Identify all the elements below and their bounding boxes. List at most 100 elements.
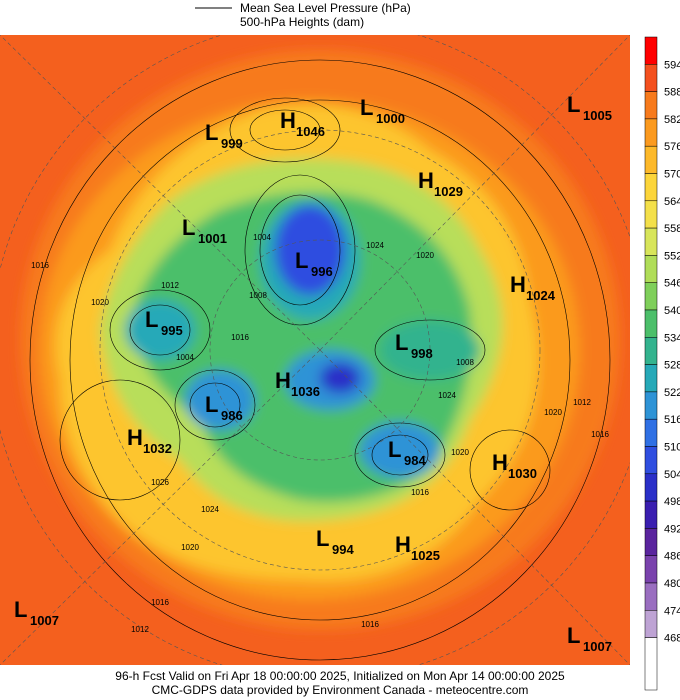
colorbar-label: 576 <box>664 141 680 153</box>
colorbar-box <box>644 282 658 311</box>
center-value: 995 <box>161 323 183 338</box>
isobar-label: 1016 <box>591 430 609 439</box>
center-letter: L <box>388 437 401 462</box>
isobar-label: 1020 <box>451 448 469 457</box>
pressure-center: L 1007 <box>14 597 59 628</box>
center-letter: H <box>280 108 296 133</box>
colorbar-label: 516 <box>664 414 680 426</box>
colorbar-box <box>644 582 658 611</box>
colorbar-box <box>644 500 658 529</box>
center-value: 1036 <box>291 384 320 399</box>
colorbar-box <box>644 200 658 229</box>
colorbar-box <box>644 255 658 283</box>
colorbar-label: 558 <box>664 223 680 235</box>
colorbar-box <box>644 145 658 174</box>
center-value: 1024 <box>526 288 556 303</box>
isobar-label: 1026 <box>151 478 169 487</box>
colorbar-label: 564 <box>664 196 680 208</box>
colorbar-label: 510 <box>664 442 680 454</box>
center-letter: L <box>182 215 195 240</box>
isobar-label: 1020 <box>181 543 199 552</box>
isobar-label: 1020 <box>416 251 434 260</box>
colorbar-label: 582 <box>664 114 680 126</box>
colorbar-label: 540 <box>664 305 680 317</box>
colorbar-box <box>644 446 658 475</box>
colorbar-box <box>644 637 658 691</box>
center-value: 1000 <box>376 111 405 126</box>
colorbar-box <box>644 91 658 120</box>
center-letter: L <box>295 248 308 273</box>
colorbar-label: 486 <box>664 551 680 563</box>
colorbar-box <box>644 36 658 65</box>
pressure-center: L 1001 <box>182 215 227 246</box>
isobar-label: 1024 <box>201 505 219 514</box>
center-letter: H <box>492 450 508 475</box>
center-letter: H <box>395 532 411 557</box>
colorbar-label: 594 <box>664 59 680 71</box>
colorbar-label: 492 <box>664 523 680 535</box>
legend-text: Mean Sea Level Pressure (hPa) <box>240 1 411 15</box>
colorbar-box <box>644 64 658 92</box>
colorbar-label: 498 <box>664 496 680 508</box>
pressure-center: L 984 <box>388 437 426 468</box>
colorbar-box <box>644 391 658 420</box>
pressure-center: H 1046 <box>280 108 325 139</box>
isobar-label: 1020 <box>91 298 109 307</box>
isobar-label: 1024 <box>366 241 384 250</box>
footer: 96-h Fcst Valid on Fri Apr 18 00:00:00 2… <box>115 669 565 697</box>
center-letter: L <box>14 597 27 622</box>
center-letter: L <box>145 307 158 332</box>
colorbar-label: 588 <box>664 87 680 99</box>
footer-text: 96-h Fcst Valid on Fri Apr 18 00:00:00 2… <box>115 669 565 683</box>
colorbar-label: 504 <box>664 469 680 481</box>
center-letter: L <box>567 92 580 117</box>
pressure-center: L 1000 <box>360 95 405 126</box>
center-letter: L <box>360 95 373 120</box>
colorbar-box <box>644 309 658 338</box>
pressure-center: H 1025 <box>395 532 440 563</box>
center-letter: L <box>205 392 218 417</box>
center-value: 998 <box>411 346 433 361</box>
isobar-label: 1020 <box>544 408 562 417</box>
colorbar-label: 552 <box>664 250 680 262</box>
isobar-label: 1012 <box>161 281 179 290</box>
pressure-center: L 994 <box>316 526 354 557</box>
pressure-center: H 1024 <box>510 272 556 303</box>
center-letter: H <box>418 168 434 193</box>
colorbar-label: 468 <box>664 633 680 645</box>
pressure-center: L 998 <box>395 330 433 361</box>
center-letter: H <box>510 272 526 297</box>
center-value: 996 <box>311 264 333 279</box>
pressure-center: L 996 <box>295 248 333 279</box>
center-letter: H <box>127 425 143 450</box>
center-value: 999 <box>221 136 243 151</box>
colorbar-box <box>644 528 658 556</box>
isobar-label: 1016 <box>151 598 169 607</box>
legend-text: 500-hPa Heights (dam) <box>240 15 364 29</box>
isobar-label: 1004 <box>253 233 271 242</box>
center-value: 1032 <box>143 441 172 456</box>
center-value: 1005 <box>583 108 612 123</box>
pressure-center: L 995 <box>145 307 183 338</box>
center-letter: L <box>395 330 408 355</box>
pressure-center: H 1029 <box>418 168 463 199</box>
pressure-center: L 1005 <box>567 92 612 123</box>
pressure-center: L 999 <box>205 120 243 151</box>
colorbar: 594 588 582 576 570 564 558 552 546 540 534 528 522 5… <box>644 36 680 691</box>
colorbar-label: 480 <box>664 578 680 590</box>
isobar-label: 1024 <box>438 391 456 400</box>
center-value: 1007 <box>30 613 59 628</box>
center-value: 1001 <box>198 231 227 246</box>
colorbar-label: 546 <box>664 278 680 290</box>
center-letter: H <box>275 368 291 393</box>
center-letter: L <box>567 623 580 648</box>
isobar-label: 1016 <box>231 333 249 342</box>
colorbar-label: 474 <box>664 605 680 617</box>
header: Mean Sea Level Pressure (hPa) 500-hPa He… <box>195 1 411 29</box>
colorbar-box <box>644 118 658 147</box>
colorbar-box <box>644 173 658 202</box>
center-value: 1046 <box>296 124 325 139</box>
colorbar-box <box>644 555 658 584</box>
